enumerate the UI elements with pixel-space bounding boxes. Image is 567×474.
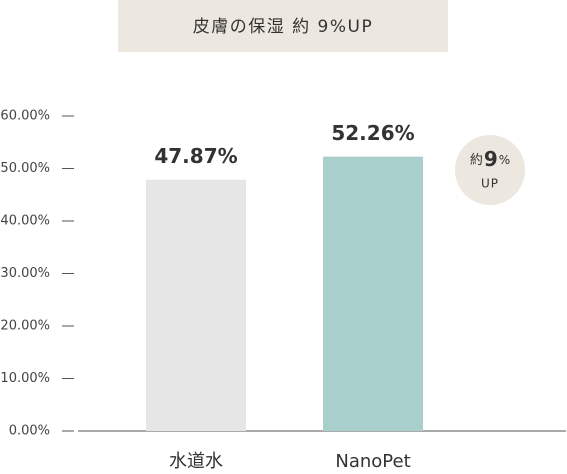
bar [146, 179, 246, 431]
badge-number: 9 [484, 147, 498, 171]
y-tick-label: 50.00% [0, 161, 50, 176]
chart-title: 皮膚の保湿 約 9%UP [193, 17, 373, 37]
badge-line2: UP [481, 177, 499, 191]
badge-line1: 約9% [470, 147, 510, 171]
badge [455, 135, 525, 205]
x-tick-label: NanoPet [335, 451, 410, 472]
badge-unit: % [499, 153, 510, 167]
y-tick-label: 20.00% [0, 319, 50, 334]
y-tick-label: 40.00% [0, 214, 50, 229]
y-tick-label: 0.00% [9, 424, 50, 439]
title-box [118, 0, 448, 52]
value-label: 47.87% [154, 144, 237, 168]
x-tick-label: 水道水 [169, 451, 223, 472]
y-tick-label: 30.00% [0, 266, 50, 281]
y-tick-label: 60.00% [0, 109, 50, 124]
value-label: 52.26% [331, 121, 414, 145]
badge-prefix: 約 [470, 153, 483, 168]
bar [323, 156, 423, 431]
y-tick-label: 10.00% [0, 371, 50, 386]
